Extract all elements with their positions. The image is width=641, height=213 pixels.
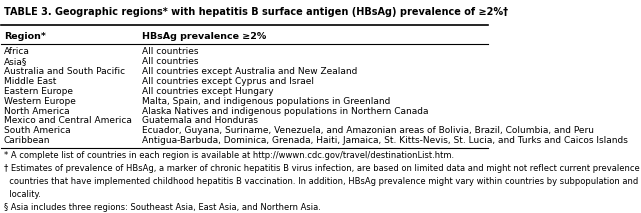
Text: TABLE 3. Geographic regions* with hepatitis B surface antigen (HBsAg) prevalence: TABLE 3. Geographic regions* with hepati…	[4, 7, 508, 17]
Text: Australia and South Pacific: Australia and South Pacific	[4, 67, 125, 76]
Text: Region*: Region*	[4, 32, 46, 41]
Text: All countries except Hungary: All countries except Hungary	[142, 87, 274, 96]
Text: All countries except Cyprus and Israel: All countries except Cyprus and Israel	[142, 77, 315, 86]
Text: Ecuador, Guyana, Suriname, Venezuela, and Amazonian areas of Bolivia, Brazil, Co: Ecuador, Guyana, Suriname, Venezuela, an…	[142, 126, 594, 135]
Text: Alaska Natives and indigenous populations in Northern Canada: Alaska Natives and indigenous population…	[142, 106, 429, 116]
Text: Africa: Africa	[4, 47, 29, 56]
Text: Asia§: Asia§	[4, 57, 27, 66]
Text: Middle East: Middle East	[4, 77, 56, 86]
Text: § Asia includes three regions: Southeast Asia, East Asia, and Northern Asia.: § Asia includes three regions: Southeast…	[4, 203, 320, 212]
Text: † Estimates of prevalence of HBsAg, a marker of chronic hepatitis B virus infect: † Estimates of prevalence of HBsAg, a ma…	[4, 164, 641, 173]
Text: All countries except Australia and New Zealand: All countries except Australia and New Z…	[142, 67, 358, 76]
Text: All countries: All countries	[142, 57, 199, 66]
Text: Malta, Spain, and indigenous populations in Greenland: Malta, Spain, and indigenous populations…	[142, 97, 391, 106]
Text: All countries: All countries	[142, 47, 199, 56]
Text: South America: South America	[4, 126, 71, 135]
Text: Western Europe: Western Europe	[4, 97, 76, 106]
Text: Caribbean: Caribbean	[4, 136, 51, 145]
Text: Guatemala and Honduras: Guatemala and Honduras	[142, 117, 258, 125]
Text: Mexico and Central America: Mexico and Central America	[4, 117, 131, 125]
Text: Eastern Europe: Eastern Europe	[4, 87, 73, 96]
Text: locality.: locality.	[4, 190, 40, 199]
Text: Antigua-Barbuda, Dominica, Grenada, Haiti, Jamaica, St. Kitts-Nevis, St. Lucia, : Antigua-Barbuda, Dominica, Grenada, Hait…	[142, 136, 628, 145]
Text: countries that have implemented childhood hepatitis B vaccination. In addition, : countries that have implemented childhoo…	[4, 177, 638, 186]
Text: North America: North America	[4, 106, 69, 116]
Text: HBsAg prevalence ≥2%: HBsAg prevalence ≥2%	[142, 32, 267, 41]
Text: * A complete list of countries in each region is available at http://wwwn.cdc.go: * A complete list of countries in each r…	[4, 151, 454, 160]
